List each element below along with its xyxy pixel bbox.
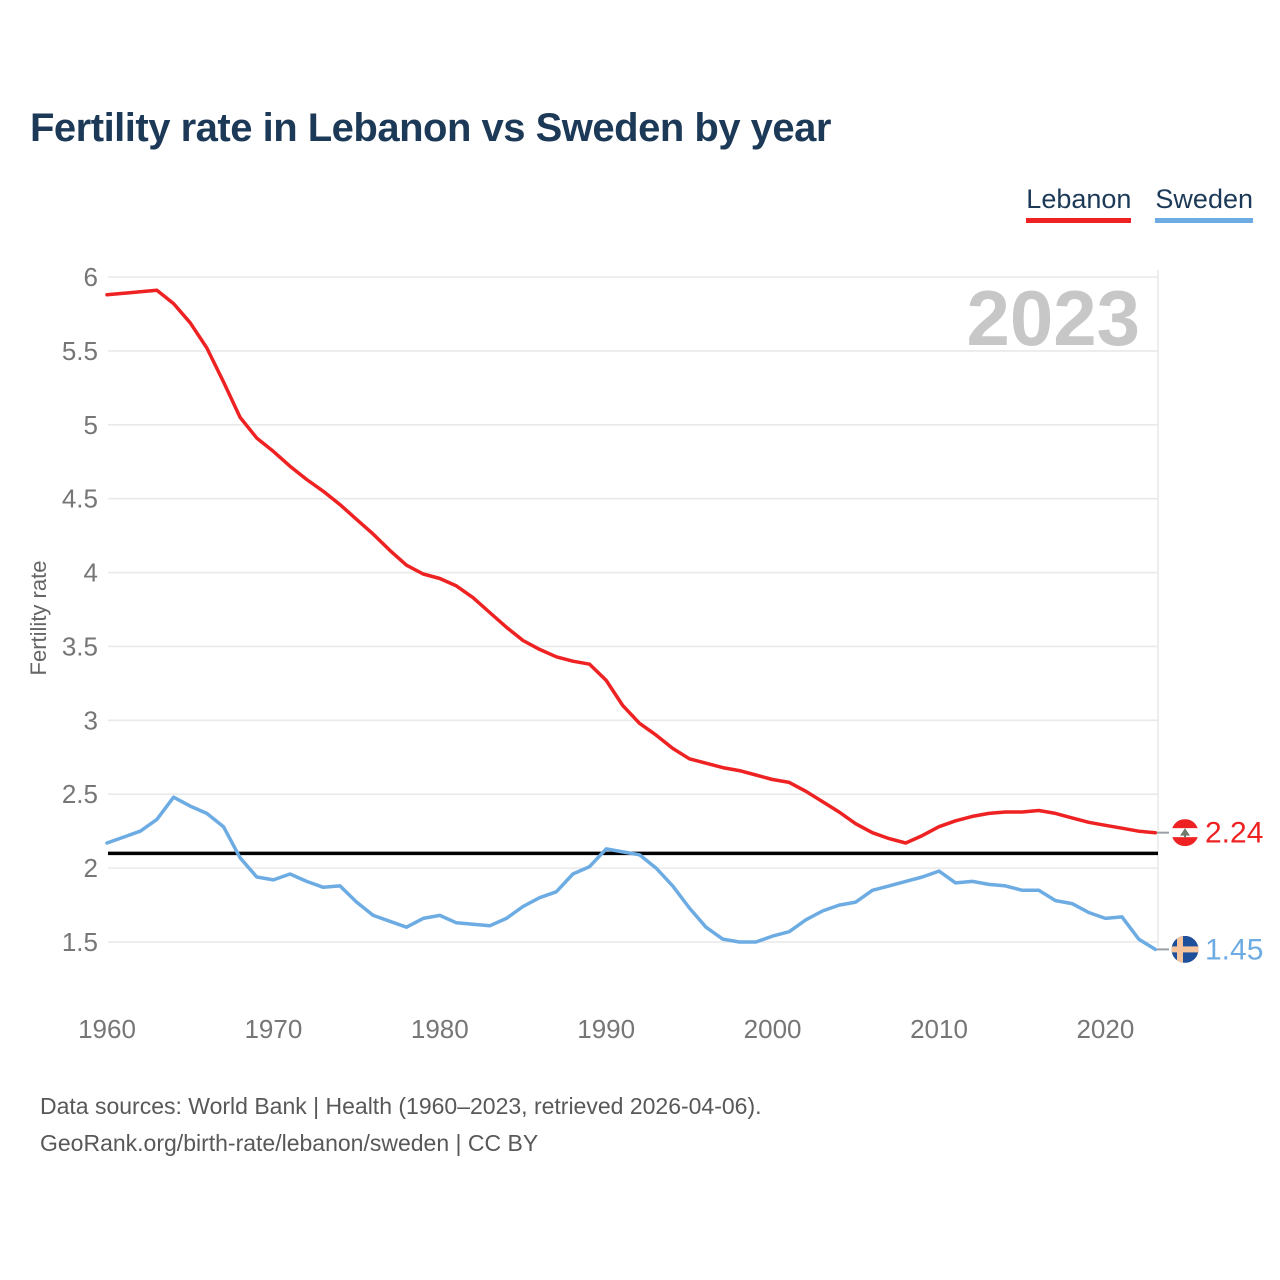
legend-item-lebanon[interactable]: Lebanon xyxy=(1026,184,1132,223)
lebanon-line xyxy=(105,288,1158,845)
sweden-flag-icon xyxy=(1171,935,1199,963)
y-tick-label: 5 xyxy=(84,410,98,440)
y-tick-label: 2 xyxy=(84,853,98,883)
legend: Lebanon Sweden xyxy=(1026,184,1253,223)
lebanon-flag-icon xyxy=(1171,819,1199,847)
cedar-tree-icon xyxy=(1180,828,1190,838)
y-tick-label: 2.5 xyxy=(62,779,98,809)
y-tick-label: 4.5 xyxy=(62,484,98,514)
x-tick-label: 2000 xyxy=(744,1014,802,1044)
x-tick-label: 2010 xyxy=(910,1014,968,1044)
y-tick-label: 3 xyxy=(84,705,98,735)
footer: Data sources: World Bank | Health (1960–… xyxy=(40,1088,762,1162)
y-tick-label: 5.5 xyxy=(62,336,98,366)
chart-title: Fertility rate in Lebanon vs Sweden by y… xyxy=(30,106,831,150)
attribution-line: GeoRank.org/birth-rate/lebanon/sweden | … xyxy=(40,1130,539,1156)
year-watermark: 2023 xyxy=(966,274,1140,362)
y-tick-label: 4 xyxy=(84,558,98,588)
x-tick-label: 2020 xyxy=(1076,1014,1134,1044)
y-tick-label: 6 xyxy=(84,262,98,292)
lebanon-end-value: 2.24 xyxy=(1205,817,1263,850)
y-tick-label: 1.5 xyxy=(62,927,98,957)
y-axis-label: Fertility rate xyxy=(26,561,51,676)
x-tick-label: 1990 xyxy=(577,1014,635,1044)
y-tick-label: 3.5 xyxy=(62,631,98,661)
x-tick-label: 1960 xyxy=(78,1014,136,1044)
sweden-line xyxy=(105,795,1158,952)
x-tick-label: 1980 xyxy=(411,1014,469,1044)
x-tick-label: 1970 xyxy=(244,1014,302,1044)
data-source-line: Data sources: World Bank | Health (1960–… xyxy=(40,1093,762,1119)
legend-item-sweden[interactable]: Sweden xyxy=(1155,184,1253,223)
sweden-end-value: 1.45 xyxy=(1205,933,1263,966)
